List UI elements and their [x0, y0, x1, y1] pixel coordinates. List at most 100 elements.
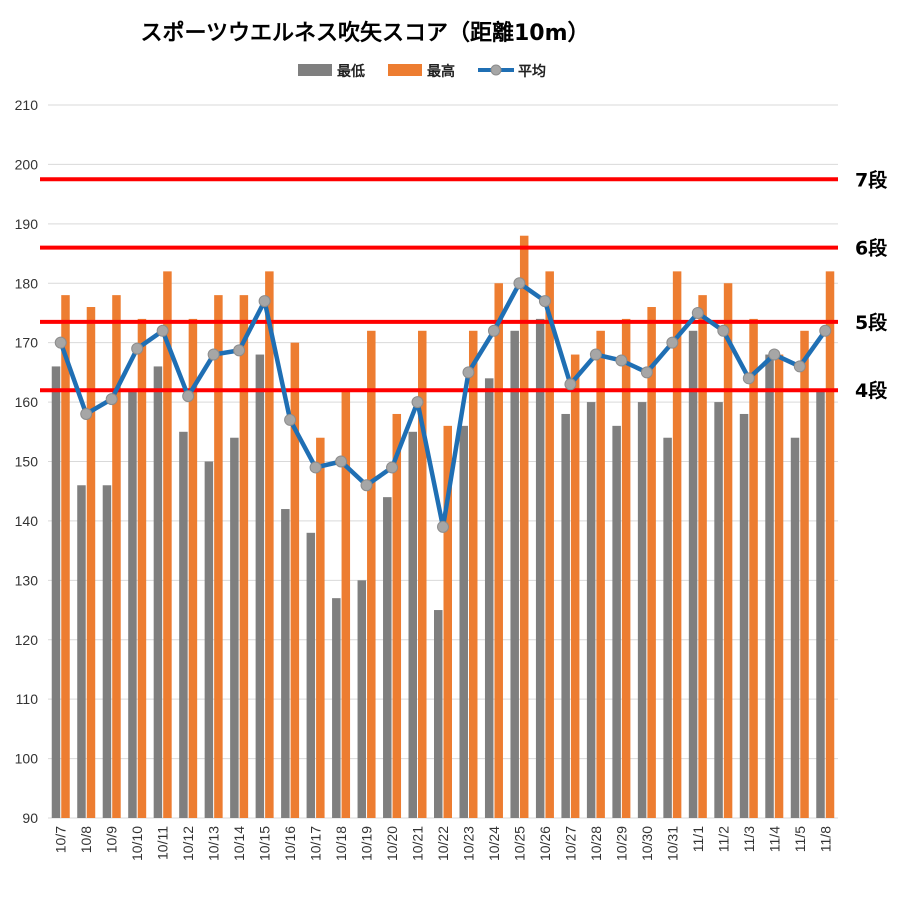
bar-min	[484, 378, 494, 818]
average-point	[666, 336, 679, 349]
y-tick-label: 90	[22, 810, 38, 826]
x-tick-label: 10/16	[282, 826, 298, 861]
y-tick-label: 140	[15, 513, 39, 529]
legend-label-min: 最低	[337, 63, 365, 80]
average-point	[487, 324, 500, 337]
bar-min	[77, 485, 86, 818]
y-tick-label: 100	[15, 751, 39, 767]
bar-max	[774, 354, 784, 818]
bar-max	[316, 437, 325, 818]
bar-max	[265, 271, 274, 818]
bar-max	[214, 295, 223, 819]
x-tick-label: 10/24	[486, 826, 502, 861]
y-tick-label: 180	[15, 275, 39, 291]
x-tick-label: 10/19	[359, 826, 375, 861]
average-point	[309, 461, 322, 474]
average-point	[360, 479, 373, 492]
x-tick-label: 11/3	[741, 826, 757, 852]
average-point	[131, 342, 144, 355]
x-tick-label: 11/1	[690, 826, 706, 852]
x-tick-label: 10/21	[410, 826, 426, 861]
average-point	[768, 348, 781, 361]
bar-max	[341, 390, 351, 818]
x-tick-label: 10/22	[435, 826, 451, 861]
bar-min	[765, 354, 774, 818]
bar-min	[128, 390, 137, 818]
legend-swatch-max	[388, 64, 422, 76]
average-point	[640, 366, 653, 379]
x-tick-label: 10/23	[460, 826, 476, 861]
bar-max	[86, 307, 96, 818]
average-point	[182, 390, 195, 403]
average-point	[80, 407, 93, 420]
x-tick-label: 11/8	[817, 826, 833, 852]
bar-min	[51, 366, 61, 818]
bar-max	[239, 295, 249, 819]
bar-max	[188, 318, 198, 818]
reference-line-label: 6段	[855, 237, 888, 260]
x-tick-label: 10/30	[639, 826, 655, 861]
bar-min	[357, 580, 367, 818]
bar-max	[163, 271, 172, 818]
bar-min	[281, 509, 290, 818]
bar-min	[561, 413, 570, 818]
x-tick-label: 10/17	[308, 826, 324, 861]
average-point	[105, 393, 118, 406]
x-tick-label: 10/28	[588, 826, 604, 861]
average-line-path	[58, 281, 828, 530]
average-point	[819, 324, 832, 337]
average-point	[742, 372, 755, 385]
legend-label-avg: 平均	[518, 63, 546, 80]
bar-max	[621, 318, 631, 818]
x-tick-label: 10/29	[613, 826, 629, 861]
average-point	[717, 324, 730, 337]
y-tick-label: 150	[15, 454, 39, 470]
average-point	[462, 366, 475, 379]
x-tick-label: 11/4	[766, 826, 782, 852]
bar-min	[688, 330, 698, 818]
bar-min	[434, 610, 443, 818]
bar-min	[383, 497, 392, 818]
average-point	[284, 413, 297, 426]
bar-min	[102, 485, 112, 818]
reference-line-label: 4段	[855, 379, 888, 402]
bar-min	[510, 330, 519, 818]
average-point	[615, 354, 628, 367]
average-point	[513, 277, 526, 290]
bar-max	[392, 413, 402, 818]
average-point	[335, 455, 348, 468]
y-tick-label: 210	[15, 97, 39, 113]
average-point	[437, 520, 449, 533]
bar-max	[468, 330, 478, 818]
average-point	[564, 378, 577, 391]
x-tick-label: 11/2	[715, 826, 731, 852]
legend: 最低 最高 平均	[298, 63, 546, 80]
average-line	[54, 277, 832, 533]
x-tick-label: 10/25	[511, 826, 527, 861]
bar-max	[596, 330, 605, 818]
bar-min	[535, 318, 545, 818]
average-point	[386, 461, 399, 474]
y-axis: 90 100 110 120 130 140 150 160 170 180 190 200 210	[15, 97, 39, 826]
average-point	[233, 344, 246, 357]
x-tick-label: 10/10	[129, 826, 145, 861]
bar-max	[723, 283, 733, 818]
x-tick-label: 10/9	[104, 826, 120, 853]
average-point	[589, 348, 602, 361]
y-tick-label: 130	[15, 572, 39, 588]
bar-min	[663, 437, 672, 818]
bar-min	[739, 413, 749, 818]
average-point	[793, 360, 806, 373]
average-point	[156, 324, 169, 337]
bar-max	[545, 271, 554, 818]
x-tick-label: 10/20	[384, 826, 400, 861]
bar-max	[112, 295, 121, 819]
bar-max	[519, 235, 529, 818]
bar-min	[816, 390, 825, 818]
average-point	[691, 306, 704, 319]
bar-min	[153, 366, 163, 818]
bar-max	[61, 295, 70, 819]
x-tick-label: 10/8	[78, 826, 94, 853]
legend-swatch-avg-marker	[490, 64, 502, 76]
x-axis: 10/7 10/8 10/9 10/10 10/11 10/12 10/13 10/14 10/…	[53, 826, 834, 861]
